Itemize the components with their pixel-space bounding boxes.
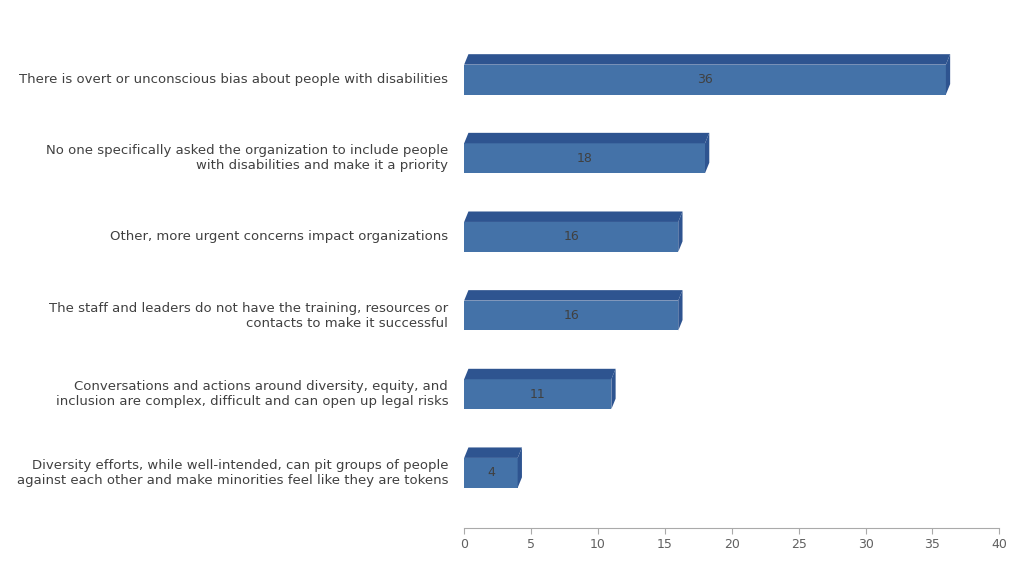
Polygon shape bbox=[946, 54, 950, 94]
Polygon shape bbox=[518, 448, 522, 488]
Polygon shape bbox=[464, 290, 683, 300]
Polygon shape bbox=[464, 448, 522, 458]
Polygon shape bbox=[464, 222, 678, 252]
Polygon shape bbox=[464, 458, 518, 488]
Polygon shape bbox=[464, 65, 946, 94]
Text: 36: 36 bbox=[697, 73, 713, 86]
Polygon shape bbox=[464, 379, 611, 409]
Polygon shape bbox=[464, 143, 705, 173]
Polygon shape bbox=[678, 290, 683, 331]
Polygon shape bbox=[678, 211, 683, 252]
Text: 16: 16 bbox=[563, 309, 579, 322]
Text: 11: 11 bbox=[529, 388, 546, 400]
Polygon shape bbox=[464, 54, 950, 65]
Polygon shape bbox=[705, 133, 710, 173]
Polygon shape bbox=[611, 369, 615, 409]
Polygon shape bbox=[464, 300, 678, 331]
Polygon shape bbox=[464, 133, 710, 143]
Polygon shape bbox=[464, 369, 615, 379]
Text: 4: 4 bbox=[487, 466, 495, 479]
Text: 18: 18 bbox=[577, 152, 593, 165]
Text: 16: 16 bbox=[563, 231, 579, 244]
Polygon shape bbox=[464, 211, 683, 222]
